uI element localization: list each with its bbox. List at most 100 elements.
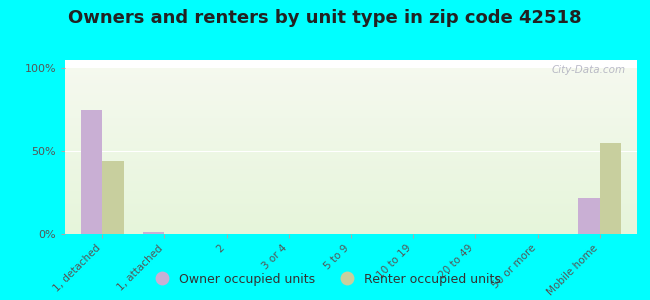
Bar [65,221,637,222]
Bar [65,153,637,154]
Bar [143,232,164,234]
Bar [65,204,637,206]
Bar [65,199,637,201]
Bar [65,151,637,153]
Bar [65,80,637,82]
Bar [65,201,637,202]
Bar [578,197,600,234]
Bar [65,95,637,97]
Bar [65,120,637,121]
Bar [65,116,637,118]
Bar [65,86,637,88]
Bar [65,176,637,178]
Bar [65,101,637,103]
Bar [65,121,637,123]
Bar [65,196,637,197]
Bar [65,174,637,176]
Bar [65,97,637,98]
Bar [65,72,637,73]
Bar [65,159,637,161]
Bar [65,154,637,156]
Bar [65,78,637,80]
Text: Owners and renters by unit type in zip code 42518: Owners and renters by unit type in zip c… [68,9,582,27]
Bar [65,106,637,108]
Bar [65,68,637,70]
Bar [65,131,637,133]
Bar [65,108,637,110]
Bar [65,193,637,194]
Bar [65,136,637,138]
Bar [65,138,637,140]
Bar [65,168,637,169]
Bar [65,124,637,126]
Bar [65,73,637,75]
Bar [65,103,637,105]
Bar [65,224,637,226]
Bar [65,214,637,216]
Bar [65,164,637,166]
Bar [65,216,637,218]
Bar [65,229,637,231]
Bar [65,188,637,189]
Bar [65,83,637,85]
Bar [65,178,637,179]
Bar [65,208,637,209]
Bar [65,219,637,221]
Bar [65,231,637,232]
Bar [65,222,637,224]
Bar [65,158,637,159]
Bar [65,111,637,113]
Bar [65,113,637,115]
Bar [65,135,637,136]
Bar [65,212,637,214]
Bar [65,98,637,100]
Bar [65,110,637,111]
Bar [65,163,637,164]
Bar [65,169,637,171]
Bar [65,92,637,93]
Bar [65,145,637,146]
Bar [65,148,637,149]
Bar [65,191,637,193]
Bar [65,171,637,173]
Bar [65,232,637,234]
Bar [65,143,637,145]
Bar [102,161,124,234]
Bar [65,118,637,120]
Bar [65,123,637,124]
Bar [65,82,637,83]
Legend: Owner occupied units, Renter occupied units: Owner occupied units, Renter occupied un… [144,268,506,291]
Bar [65,218,637,219]
Bar [65,209,637,211]
Bar [65,140,637,141]
Bar [65,128,637,130]
Bar [65,133,637,135]
Bar [65,126,637,128]
Bar [65,161,637,163]
Bar [65,93,637,95]
Bar [65,211,637,212]
Bar [65,115,637,116]
Bar [65,227,637,229]
Bar [65,149,637,151]
Bar [65,90,637,92]
Bar [65,179,637,181]
Bar [65,156,637,158]
Bar [65,85,637,86]
Bar [65,173,637,174]
Bar [65,70,637,72]
Bar [65,141,637,143]
Bar [65,130,637,131]
Bar [65,181,637,183]
Bar [65,76,637,78]
Bar [65,194,637,196]
Bar [600,143,621,234]
Bar [65,197,637,199]
Bar [65,105,637,106]
Bar [65,189,637,191]
Bar [65,202,637,204]
Text: City-Data.com: City-Data.com [551,65,625,75]
Bar [81,110,102,234]
Bar [65,88,637,90]
Bar [65,184,637,186]
